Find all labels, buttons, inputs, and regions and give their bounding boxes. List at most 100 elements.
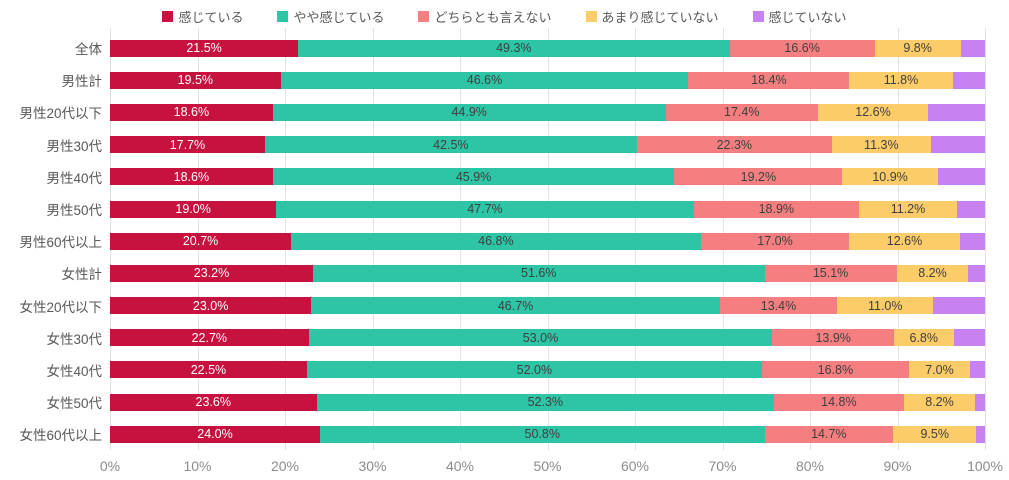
bar-segment-value: 23.6% <box>195 395 231 410</box>
bar-segment <box>960 39 985 57</box>
bar-stack: 18.6% 45.9% 19.2% 10.9% <box>110 168 985 186</box>
bar-segment: 17.4% <box>665 103 818 121</box>
category-label: 全体 <box>75 42 102 58</box>
bar-segment-value: 47.7% <box>467 202 503 217</box>
bar-segment: 15.1% <box>764 264 897 282</box>
x-axis-tick-label: 50% <box>533 458 562 475</box>
bar-segment <box>930 136 985 154</box>
x-axis-tick-label: 20% <box>270 458 300 475</box>
bar-segment <box>968 264 985 282</box>
bar-segment-value: 11.3% <box>864 137 899 152</box>
category-label: 男性60代以上 <box>19 235 102 251</box>
bar-segment: 22.3% <box>636 136 832 154</box>
bar-segment <box>976 425 985 443</box>
bar-segment: 7.0% <box>908 361 971 379</box>
bar-segment: 8.2% <box>903 393 976 411</box>
bar-segment-value: 18.6% <box>173 105 210 120</box>
bar-stack: 23.0% 46.7% 13.4% 11.0% <box>110 297 985 315</box>
bar-row: 18.6% 45.9% 19.2% 10.9% <box>110 161 985 193</box>
bar-segment <box>975 393 985 411</box>
bar-segment: 18.6% <box>110 103 273 121</box>
bar-segment: 46.6% <box>280 71 689 89</box>
bar-segment <box>970 361 985 379</box>
bar-segment: 17.0% <box>700 232 850 250</box>
bar-segment-value: 49.3% <box>496 41 532 56</box>
bar-segment-value: 46.6% <box>466 73 503 88</box>
x-axis-tick-label: 40% <box>445 458 475 475</box>
legend-label: 感じていない <box>768 9 847 25</box>
bar-segment-value: 13.4% <box>760 298 797 313</box>
bar-segment: 52.3% <box>316 393 775 411</box>
category-label: 男性20代以下 <box>19 106 102 122</box>
legend-label: やや感じている <box>293 9 385 25</box>
bar-segment-value: 50.8% <box>524 427 560 442</box>
legend-swatch-icon <box>585 10 597 22</box>
bar-segment: 19.0% <box>110 200 277 218</box>
bar-row: 23.6% 52.3% 14.8% 8.2% <box>110 386 985 418</box>
bar-segment-value: 17.0% <box>757 234 793 249</box>
plot-area: 21.5% 49.3% 16.6% 9.8% 19.5% 46.6% 18.4% 11.8% 1… <box>110 28 986 451</box>
bar-segment-value: 46.7% <box>497 298 534 313</box>
bar-row: 23.2% 51.6% 15.1% 8.2% <box>110 257 985 289</box>
bar-segment <box>957 200 985 218</box>
bars-container: 21.5% 49.3% 16.6% 9.8% 19.5% 46.6% 18.4% 11.8% 1… <box>110 32 985 450</box>
bar-row: 22.7% 53.0% 13.9% 6.8% <box>110 322 985 354</box>
bar-segment-value: 22.7% <box>191 330 228 345</box>
bar-segment <box>933 297 985 315</box>
bar-segment: 47.7% <box>276 200 694 218</box>
gridline <box>985 28 986 451</box>
bar-segment: 23.0% <box>110 297 312 315</box>
category-axis: 全体 男性計 男性20代以下 男性30代 男性40代 男性50代 男性60代以上 女性計 女性2… <box>0 32 110 450</box>
bar-stack: 22.7% 53.0% 13.9% 6.8% <box>110 329 985 347</box>
bar-segment: 9.8% <box>874 39 961 57</box>
bar-stack: 18.6% 44.9% 17.4% 12.6% <box>110 103 985 121</box>
bar-segment-value: 22.5% <box>190 362 227 377</box>
bar-segment-value: 53.0% <box>522 330 559 345</box>
x-axis-tick-label: 10% <box>183 458 212 475</box>
bar-segment: 53.0% <box>308 329 773 347</box>
bar-segment-value: 51.6% <box>521 266 557 281</box>
category-label: 女性20代以下 <box>19 299 102 315</box>
category-label: 女性計 <box>61 267 103 283</box>
bar-segment-value: 9.5% <box>920 427 949 442</box>
bar-segment: 14.8% <box>774 393 904 411</box>
bar-segment: 19.2% <box>674 168 843 186</box>
bar-segment <box>953 329 985 347</box>
x-axis-ticks: 0% 10% 20% 30% 40% 50% 60% 70% 80% 90% 100% <box>100 456 1003 478</box>
category-label: 女性30代 <box>46 331 102 347</box>
x-axis: 0% 10% 20% 30% 40% 50% 60% 70% 80% 90% 100% <box>0 456 1009 478</box>
bar-segment-value: 11.8% <box>883 73 919 88</box>
bar-segment-value: 23.0% <box>192 298 229 313</box>
legend-item: やや感じている <box>277 7 384 26</box>
bar-segment-value: 42.5% <box>433 137 469 152</box>
category-label: 男性40代 <box>46 170 102 186</box>
x-axis-tick-label: 90% <box>883 458 912 475</box>
bar-stack: 22.5% 52.0% 16.8% 7.0% <box>110 361 985 379</box>
bar-segment: 9.5% <box>893 425 977 443</box>
bar-segment: 20.7% <box>110 232 292 250</box>
legend-swatch-icon <box>418 10 430 22</box>
bar-segment: 13.4% <box>719 297 838 315</box>
bar-segment: 10.9% <box>842 168 938 186</box>
bar-row: 18.6% 44.9% 17.4% 12.6% <box>110 96 985 128</box>
bar-segment <box>928 103 985 121</box>
bar-segment-value: 19.2% <box>740 169 777 184</box>
bar-segment-value: 12.6% <box>886 234 923 249</box>
bar-segment-value: 16.8% <box>817 362 854 377</box>
bar-segment-value: 11.2% <box>890 202 926 217</box>
bar-segment-value: 13.9% <box>815 330 851 345</box>
bar-row: 21.5% 49.3% 16.6% 9.8% <box>110 32 985 64</box>
bar-stack: 24.0% 50.8% 14.7% 9.5% <box>110 425 985 443</box>
x-axis-tick-label: 80% <box>795 458 825 475</box>
bar-row: 24.0% 50.8% 14.7% 9.5% <box>110 418 985 450</box>
bar-segment-value: 19.5% <box>177 73 214 88</box>
chart-legend: 感じている やや感じている どちらとも言えない あまり感じていない 感じていない <box>0 0 1009 28</box>
bar-segment: 12.6% <box>849 232 960 250</box>
x-axis-tick-label: 30% <box>358 458 387 475</box>
bar-segment-value: 14.7% <box>811 427 847 442</box>
legend-item: どちらとも言えない <box>418 7 552 26</box>
bar-segment: 14.7% <box>764 425 894 443</box>
bar-segment: 49.3% <box>298 39 730 57</box>
bar-segment-value: 22.3% <box>716 137 753 152</box>
bar-segment: 42.5% <box>264 136 637 154</box>
